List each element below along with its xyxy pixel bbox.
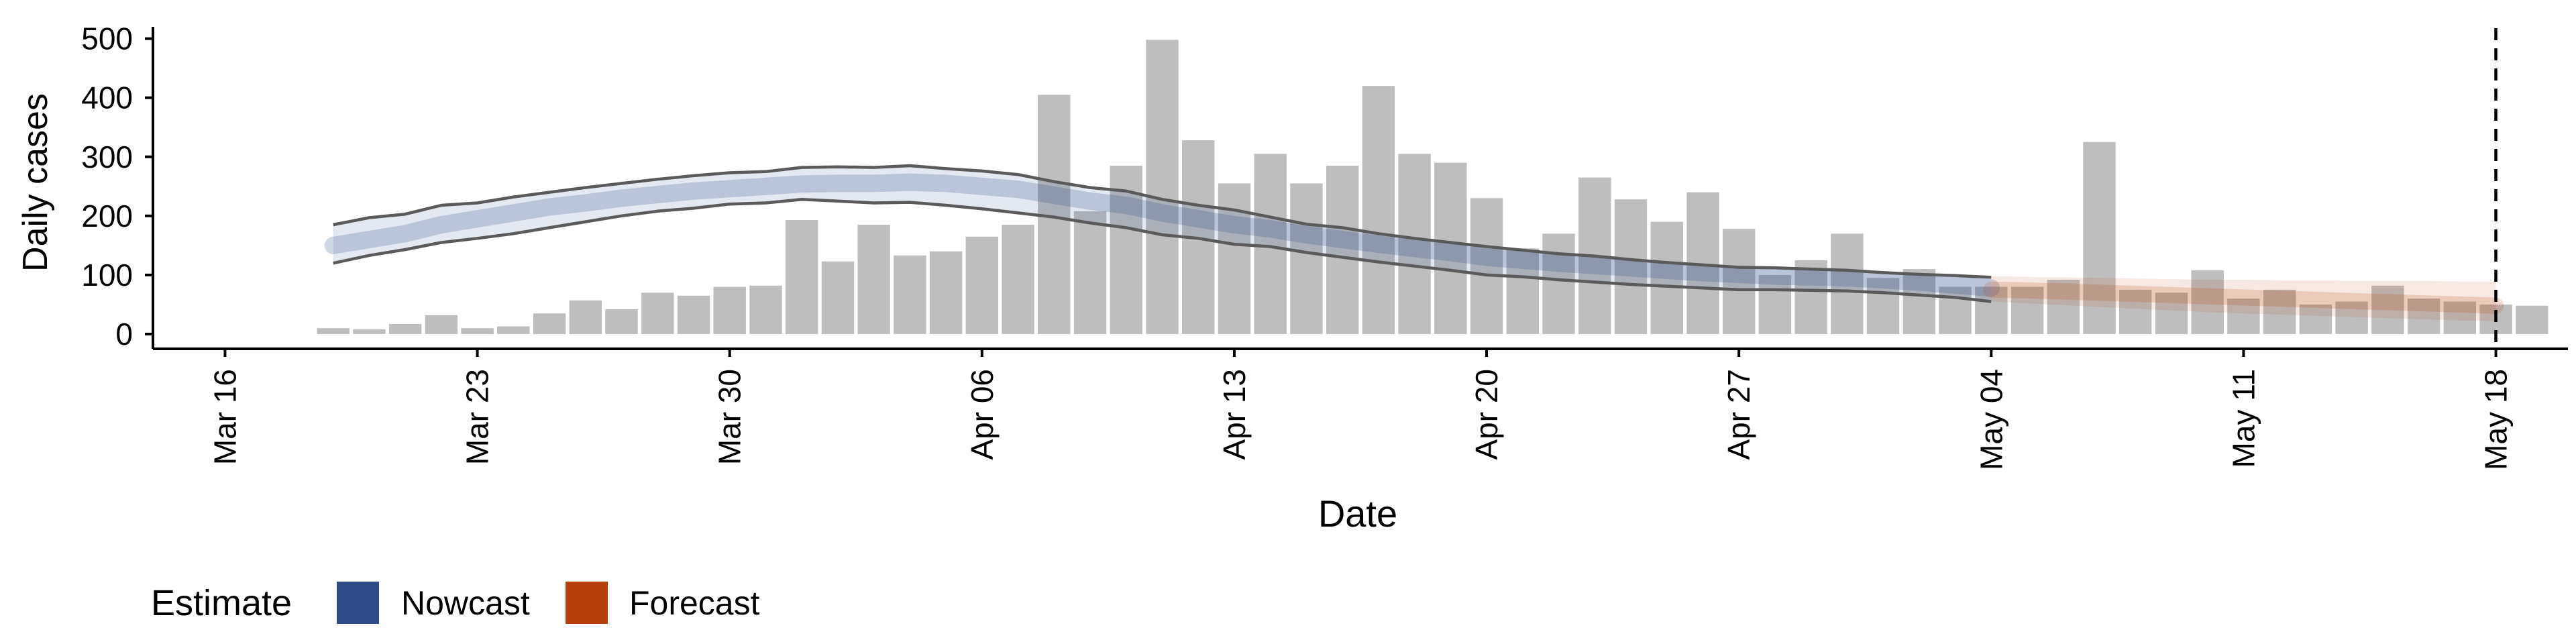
case-bar <box>461 328 494 334</box>
case-bar <box>605 309 638 334</box>
legend-swatch-nowcast <box>337 582 379 624</box>
y-tick-label: 500 <box>81 21 133 56</box>
case-bar <box>1650 221 1683 334</box>
y-tick-label: 0 <box>115 317 133 352</box>
forecast-median-line <box>1983 281 2504 314</box>
x-tick-label: May 18 <box>2479 369 2514 470</box>
x-tick-label: Mar 30 <box>712 369 747 465</box>
case-bar <box>1470 198 1503 334</box>
nowcast-lower-line <box>333 197 1992 303</box>
case-bar <box>1254 154 1287 334</box>
case-bar <box>894 255 926 334</box>
forecast-ribbon <box>1991 276 2496 321</box>
x-tick-label: May 04 <box>1974 369 2008 470</box>
case-bar <box>2047 280 2080 334</box>
case-bar <box>569 300 602 334</box>
case-bar <box>2227 299 2260 334</box>
case-bar <box>749 285 782 334</box>
case-bar <box>2516 305 2548 334</box>
y-axis-title: Daily cases <box>16 93 55 272</box>
legend: Estimate Nowcast Forecast <box>151 582 760 624</box>
case-bar <box>1794 260 1827 334</box>
case-bar <box>1434 162 1467 334</box>
case-bar <box>2083 142 2116 334</box>
case-bar <box>2299 304 2332 334</box>
case-bar <box>713 286 746 334</box>
case-bar <box>2155 292 2188 334</box>
case-bar <box>1614 199 1648 334</box>
case-bar <box>1398 154 1431 334</box>
case-bar <box>786 220 818 334</box>
case-bar <box>1758 274 1792 334</box>
case-bar <box>1002 225 1034 334</box>
y-tick-label: 200 <box>81 199 133 233</box>
legend-label-nowcast: Nowcast <box>401 584 530 622</box>
case-bar <box>965 236 998 334</box>
nowcast-layer <box>324 164 2000 303</box>
case-bar <box>677 295 710 334</box>
case-bar <box>1362 86 1395 334</box>
case-bar <box>388 324 422 334</box>
x-tick-label: Apr 20 <box>1469 369 1504 460</box>
case-bar <box>2191 270 2224 334</box>
case-bar <box>425 315 458 334</box>
case-bar <box>1866 278 1900 334</box>
x-tick-label: Mar 16 <box>208 369 243 465</box>
case-bar <box>2119 289 2152 334</box>
case-bar <box>929 251 963 334</box>
x-tick-label: Apr 27 <box>1721 369 1756 460</box>
x-tick-label: May 11 <box>2226 369 2261 468</box>
case-bar <box>1506 248 1539 334</box>
y-tick-label: 100 <box>81 258 133 292</box>
case-bar <box>497 326 530 334</box>
bars-layer <box>317 40 2548 335</box>
axes-layer: 0 100 200 300 400 500 Mar 16 Mar 23 Mar 30 Apr 06… <box>81 21 2568 470</box>
case-bar <box>1542 233 1575 334</box>
nowcast-median-line <box>324 173 2000 297</box>
case-bar <box>1290 183 1323 334</box>
case-bar <box>2010 286 2044 334</box>
case-bar <box>317 328 350 334</box>
case-bar <box>1326 166 1359 334</box>
case-bar <box>1146 40 1179 335</box>
case-bar <box>2443 301 2476 334</box>
case-bar <box>2407 299 2440 334</box>
case-bar <box>641 292 674 334</box>
legend-title: Estimate <box>151 583 292 623</box>
case-bar <box>1723 229 1756 334</box>
case-bar <box>2263 289 2296 334</box>
x-axis-title: Date <box>1318 492 1397 535</box>
case-bar <box>1218 183 1251 334</box>
case-bar <box>2335 301 2368 334</box>
forecast-layer <box>1983 276 2504 321</box>
case-bar <box>533 313 566 334</box>
case-bar <box>1831 233 1864 334</box>
case-bar <box>1073 211 1107 334</box>
x-tick-label: Apr 06 <box>965 369 1000 460</box>
legend-swatch-forecast <box>566 582 608 624</box>
case-bar <box>857 225 890 334</box>
nowcast-upper-line <box>333 164 1992 279</box>
legend-label-forecast: Forecast <box>629 584 760 622</box>
case-bar <box>1939 286 1972 334</box>
case-bar <box>353 329 386 334</box>
y-tick-label: 400 <box>81 80 133 115</box>
y-tick-label: 300 <box>81 140 133 174</box>
case-bar <box>1975 286 2008 334</box>
case-bar <box>1902 269 1936 334</box>
case-bar <box>2371 285 2404 334</box>
x-tick-label: Apr 13 <box>1217 369 1252 460</box>
x-tick-label: Mar 23 <box>460 369 495 465</box>
case-bar <box>821 261 855 334</box>
